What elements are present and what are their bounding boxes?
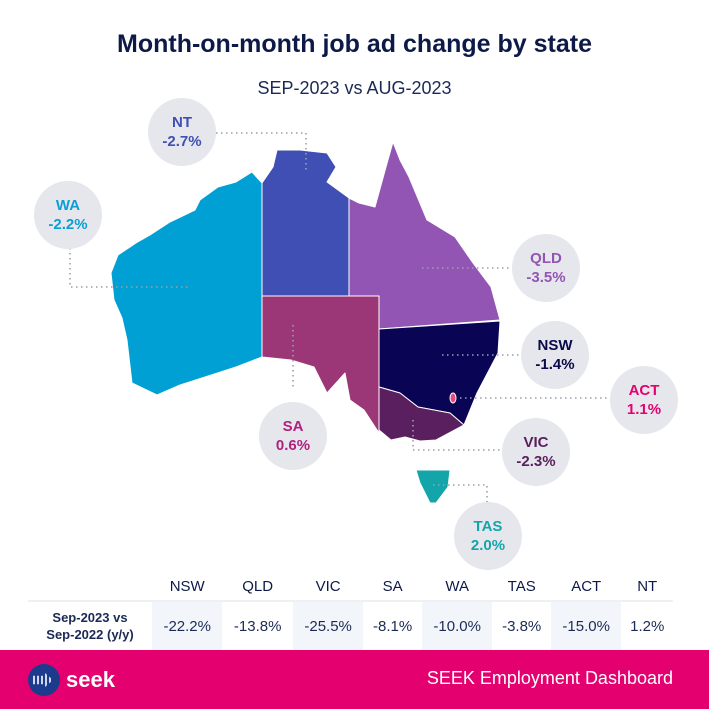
leader-vic: [412, 420, 502, 451]
bubble-act: ACT 1.1%: [610, 366, 678, 434]
bubble-wa: WA -2.2%: [34, 181, 102, 249]
bubble-label: ACT: [628, 382, 660, 399]
bubble-label: TAS: [473, 518, 503, 535]
bubble-label: QLD: [530, 250, 562, 267]
bubble-value: -2.2%: [48, 216, 88, 233]
bubble-tas: TAS 2.0%: [454, 502, 522, 570]
table-cell: -3.8%: [492, 601, 551, 652]
table-cell: -13.8%: [222, 601, 293, 652]
table-cell: -22.2%: [152, 601, 223, 652]
seek-logo-text: seek: [66, 667, 115, 692]
bubble-value: 1.1%: [626, 401, 662, 418]
bubble-sa: SA 0.6%: [259, 402, 327, 470]
yoy-table: NSW QLD VIC SA WA TAS ACT NT Sep-2023 vs…: [28, 572, 673, 652]
bubble-label: NT: [172, 114, 192, 131]
table-header: TAS: [492, 572, 551, 602]
table-header: NSW: [152, 572, 223, 602]
state-nt[interactable]: [261, 149, 350, 297]
bubble-value: -3.5%: [526, 269, 566, 286]
bubble-label: SA: [282, 418, 304, 435]
bubble-value: 2.0%: [470, 537, 506, 554]
bubble-value: -2.3%: [516, 453, 556, 470]
state-act[interactable]: [449, 392, 457, 404]
table-cell: -25.5%: [292, 601, 364, 652]
row-label-line1: Sep-2023 vs: [52, 610, 128, 625]
table-header-row: NSW QLD VIC SA WA TAS ACT NT: [28, 572, 673, 602]
bubble-value: -1.4%: [535, 356, 575, 373]
bubble-label: WA: [55, 197, 81, 214]
bubble-label: VIC: [523, 434, 549, 451]
footer-bar: seek SEEK Employment Dashboard: [0, 650, 709, 709]
bubble-label: NSW: [537, 337, 573, 354]
table-cell: -10.0%: [421, 601, 493, 652]
table-header-blank: [28, 572, 152, 602]
bubble-value: -2.7%: [162, 133, 202, 150]
state-wa[interactable]: [110, 171, 263, 396]
leader-tas: [433, 484, 488, 502]
table-cell: -15.0%: [550, 601, 622, 652]
state-tas[interactable]: [415, 469, 451, 504]
state-vic[interactable]: [378, 386, 465, 442]
bubble-vic: VIC -2.3%: [502, 418, 570, 486]
table-header: QLD: [222, 572, 293, 602]
table-row: Sep-2023 vs Sep-2022 (y/y) -22.2% -13.8%…: [28, 601, 673, 652]
table-header: NT: [621, 572, 673, 602]
row-label-line2: Sep-2022 (y/y): [46, 627, 134, 642]
table-cell: -8.1%: [363, 601, 422, 652]
bubble-nt: NT -2.7%: [148, 98, 216, 166]
leader-nt: [216, 132, 307, 170]
seek-logo-icon: [28, 664, 60, 696]
bubble-nsw: NSW -1.4%: [521, 321, 589, 389]
page-subtitle: SEP-2023 vs AUG-2023: [257, 78, 452, 98]
table-cell: 1.2%: [621, 601, 673, 652]
row-label: Sep-2023 vs Sep-2022 (y/y): [28, 601, 152, 652]
leader-lines: [69, 132, 607, 502]
bubble-qld: QLD -3.5%: [512, 234, 580, 302]
table-header: SA: [363, 572, 422, 602]
footer-title: SEEK Employment Dashboard: [426, 668, 673, 688]
seek-logo[interactable]: seek: [28, 664, 115, 696]
table-header: WA: [421, 572, 493, 602]
australia-map: [69, 132, 607, 504]
table-header: ACT: [550, 572, 622, 602]
bubble-value: 0.6%: [275, 437, 311, 454]
table-header: VIC: [292, 572, 364, 602]
page-title: Month-on-month job ad change by state: [117, 30, 592, 58]
